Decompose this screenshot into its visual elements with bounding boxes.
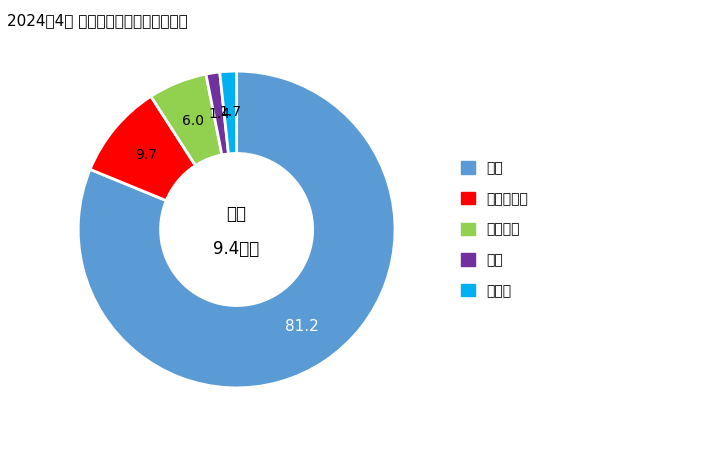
Text: 2024年4月 輸入相手国のシェア（％）: 2024年4月 輸入相手国のシェア（％） — [7, 14, 188, 28]
Wedge shape — [78, 71, 395, 388]
Wedge shape — [220, 71, 237, 154]
Wedge shape — [90, 96, 195, 201]
Text: 総額: 総額 — [226, 205, 247, 223]
Text: 1.7: 1.7 — [219, 105, 242, 119]
Wedge shape — [206, 72, 229, 155]
Legend: 中国, マレーシア, ベトナム, タイ, その他: 中国, マレーシア, ベトナム, タイ, その他 — [462, 161, 529, 298]
Text: 9.7: 9.7 — [135, 148, 157, 162]
Wedge shape — [151, 74, 222, 166]
Text: 81.2: 81.2 — [285, 320, 319, 334]
Text: 9.4億円: 9.4億円 — [213, 239, 260, 257]
Text: 6.0: 6.0 — [182, 114, 204, 128]
Text: 1.4: 1.4 — [208, 107, 230, 121]
